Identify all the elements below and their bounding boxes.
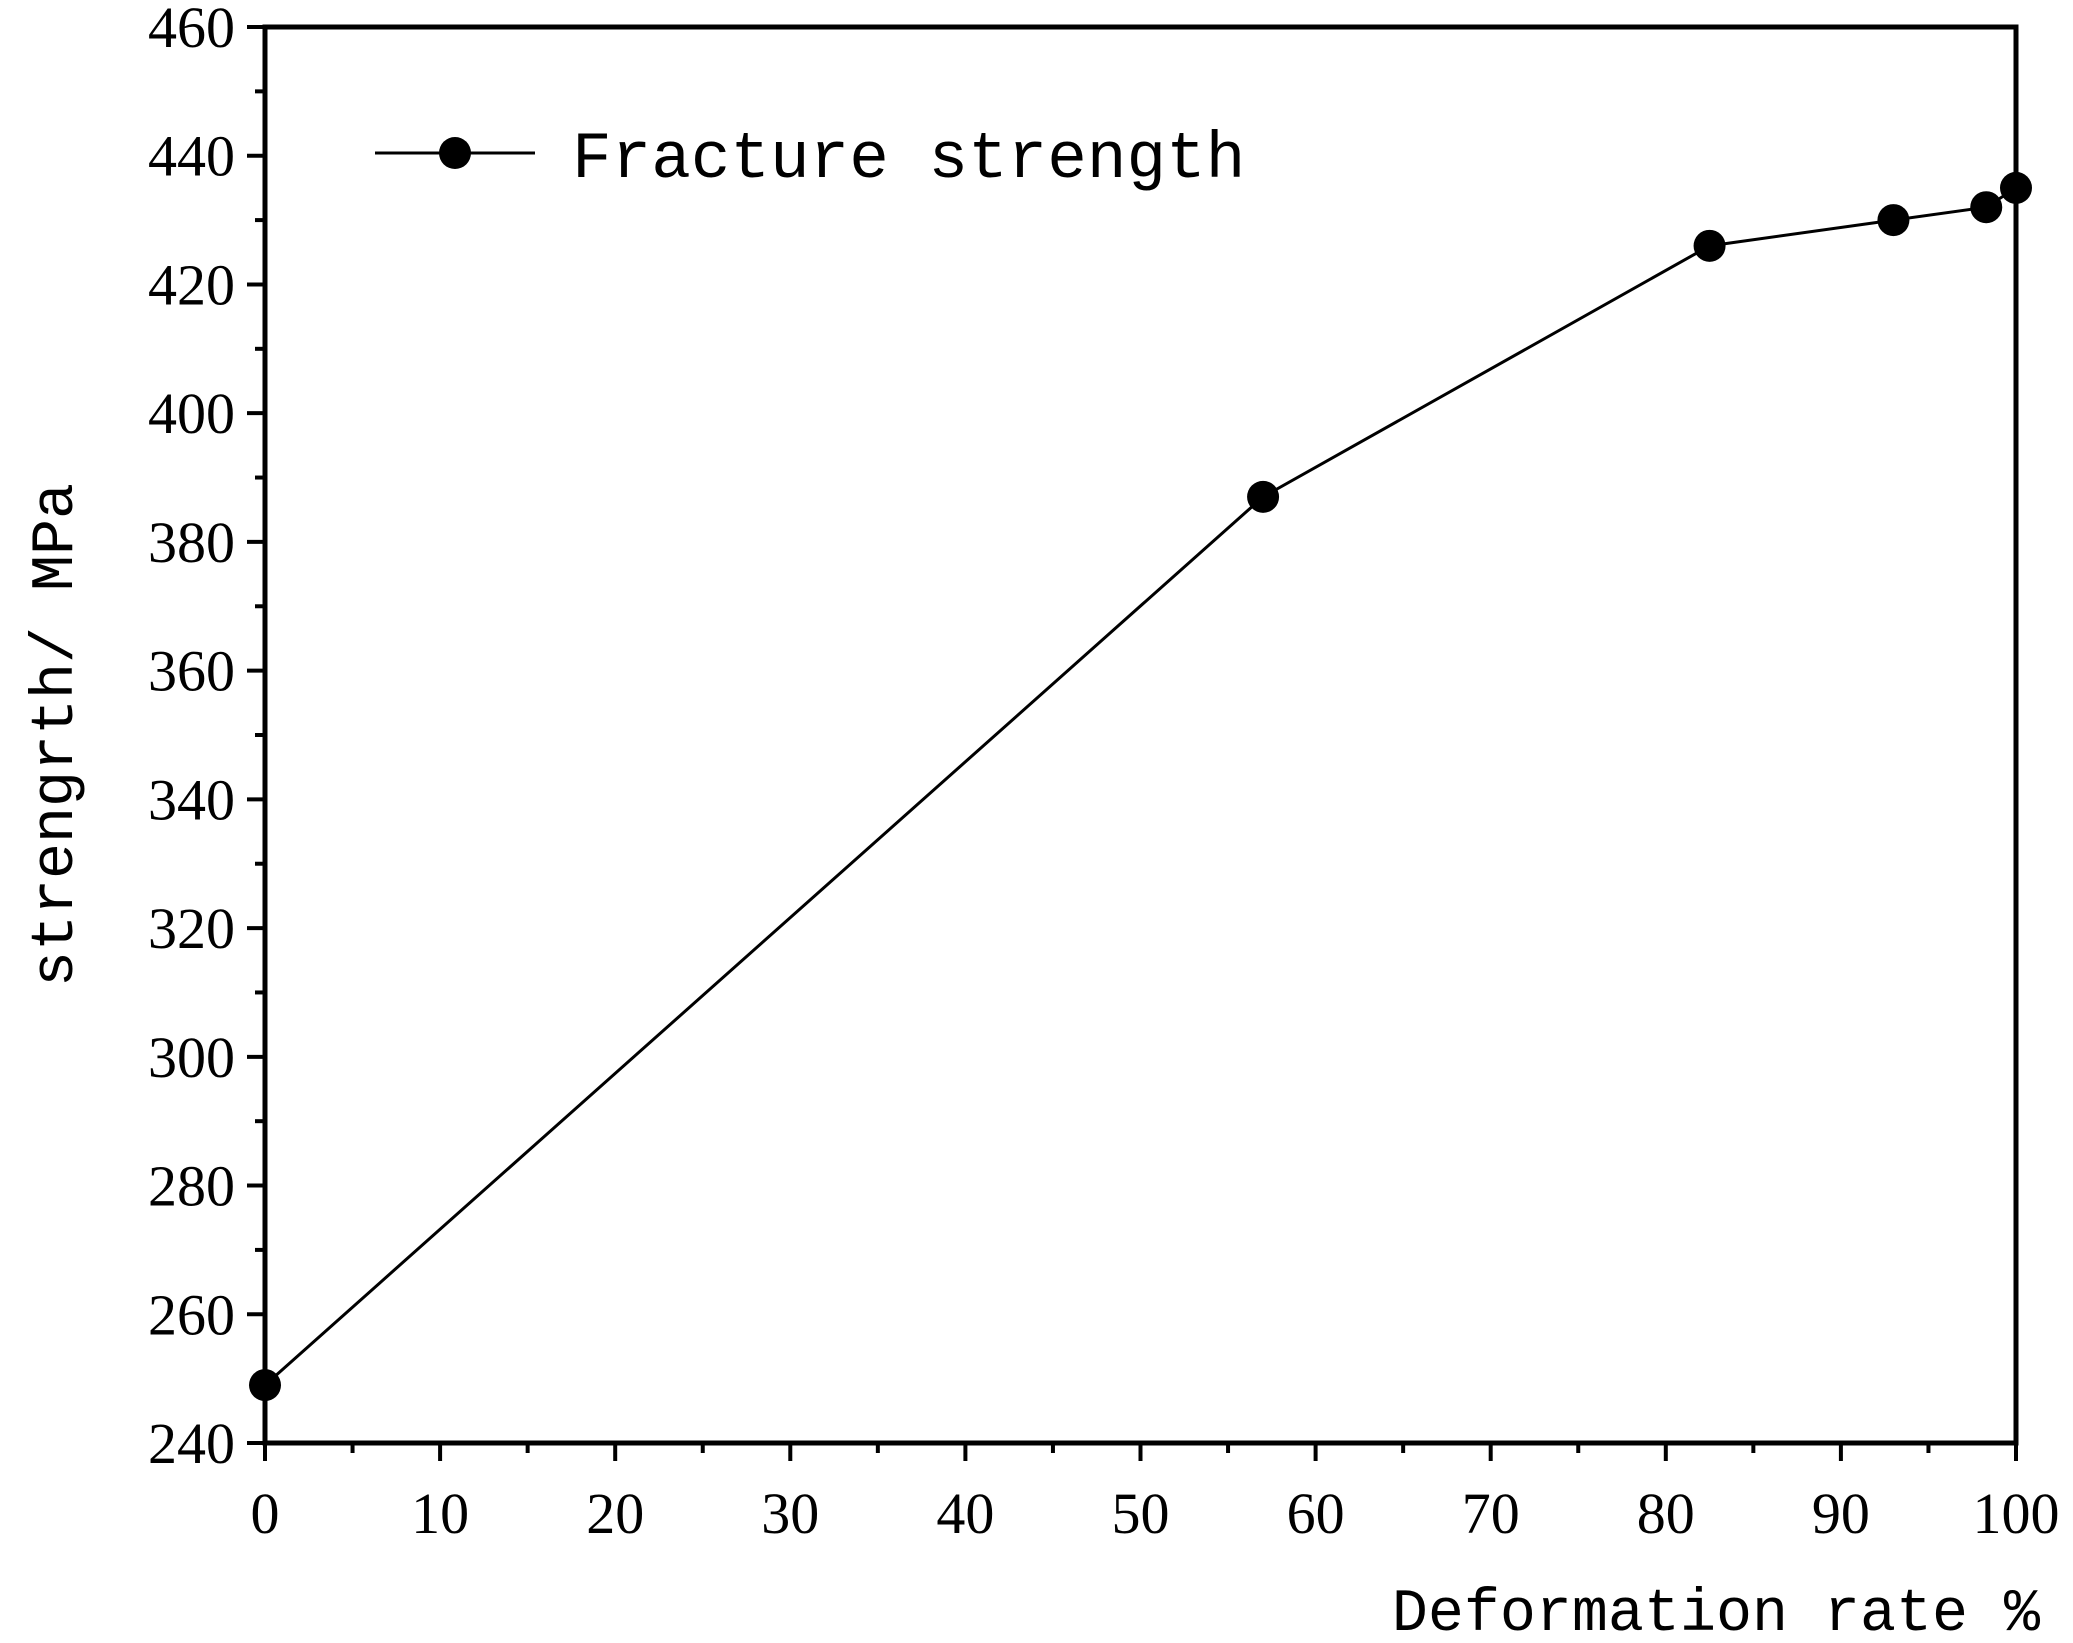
y-tick-label: 340 — [148, 767, 235, 832]
x-tick-label: 90 — [1812, 1481, 1870, 1546]
y-tick-label: 260 — [148, 1282, 235, 1347]
y-tick-label: 440 — [148, 124, 235, 189]
y-tick-label: 300 — [148, 1025, 235, 1090]
y-tick-label: 280 — [148, 1154, 235, 1219]
tick-labels: 0 10 20 30 40 50 60 70 80 90 100 240 260 280 300 320 340… — [148, 0, 2060, 1546]
plot-frame — [262, 24, 2019, 1446]
x-tick-label: 70 — [1462, 1481, 1520, 1546]
series-line — [264, 186, 2017, 1387]
x-tick-label: 30 — [761, 1481, 819, 1546]
y-tick-label: 460 — [148, 0, 235, 60]
y-tick-label: 360 — [148, 639, 235, 704]
x-tick-label: 60 — [1287, 1481, 1345, 1546]
x-tick-label: 40 — [936, 1481, 994, 1546]
data-point — [1693, 229, 1726, 262]
data-point — [1877, 204, 1910, 237]
legend: Fracture strength — [375, 122, 1245, 197]
axis-ticks — [247, 25, 2018, 1461]
y-tick-label: 400 — [148, 381, 235, 446]
y-axis-title: strengrth/ MPa — [23, 483, 91, 987]
x-tick-label: 80 — [1637, 1481, 1695, 1546]
x-tick-label: 10 — [411, 1481, 469, 1546]
y-tick-label: 320 — [148, 896, 235, 961]
y-tick-label: 240 — [148, 1411, 235, 1476]
legend-entry-label: Fracture strength — [572, 122, 1245, 197]
y-tick-label: 420 — [148, 252, 235, 317]
series-layer — [249, 171, 2032, 1402]
y-tick-label: 380 — [148, 510, 235, 575]
data-point — [1970, 191, 2003, 224]
x-tick-label: 100 — [1973, 1481, 2060, 1546]
x-axis-title: Deformation rate % — [1392, 1581, 2041, 1643]
x-tick-label: 0 — [251, 1481, 280, 1546]
legend-marker — [439, 137, 471, 169]
x-tick-label: 50 — [1112, 1481, 1170, 1546]
data-point — [1247, 480, 1280, 513]
x-tick-label: 20 — [586, 1481, 644, 1546]
